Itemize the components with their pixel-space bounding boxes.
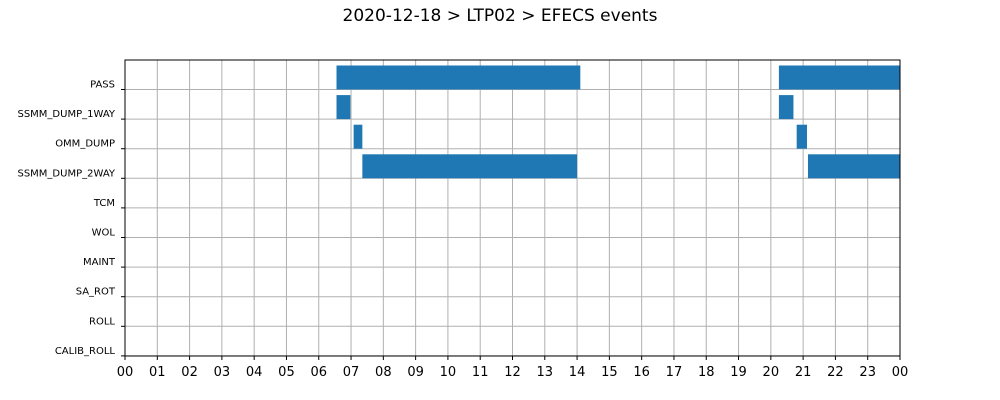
x-tick-label: 21 bbox=[795, 365, 812, 380]
x-tick-label: 09 bbox=[407, 365, 424, 380]
x-tick-label: 14 bbox=[569, 365, 586, 380]
category-label-ssmm-dump-2way: SSMM_DUMP_2WAY bbox=[17, 168, 115, 179]
x-tick-label: 12 bbox=[504, 365, 521, 380]
event-bar-pass bbox=[778, 65, 900, 90]
bars-layer bbox=[336, 65, 900, 179]
x-tick-label: 10 bbox=[440, 365, 457, 380]
category-label-ssmm-dump-1way: SSMM_DUMP_1WAY bbox=[17, 109, 115, 120]
category-label-tcm: TCM bbox=[93, 198, 115, 209]
x-tick-label: 00 bbox=[117, 365, 134, 380]
chart-title: 2020-12-18 > LTP02 > EFECS events bbox=[342, 6, 658, 26]
x-tick-label: 00 bbox=[892, 365, 909, 380]
x-tick-label: 19 bbox=[730, 365, 747, 380]
event-bar-pass bbox=[336, 65, 581, 90]
event-bar-ssmm-dump-2way bbox=[807, 154, 900, 179]
x-tick-label: 08 bbox=[375, 365, 392, 380]
x-tick-label: 22 bbox=[827, 365, 844, 380]
x-tick-label: 17 bbox=[666, 365, 683, 380]
x-tick-label: 20 bbox=[763, 365, 780, 380]
category-label-maint: MAINT bbox=[83, 257, 116, 268]
category-label-calib-roll: CALIB_ROLL bbox=[55, 346, 116, 357]
x-tick-label: 03 bbox=[214, 365, 231, 380]
x-tick-label: 16 bbox=[633, 365, 650, 380]
x-tick-label: 23 bbox=[859, 365, 876, 380]
x-tick-label: 07 bbox=[343, 365, 360, 380]
x-tick-label: 06 bbox=[310, 365, 327, 380]
category-label-sa-rot: SA_ROT bbox=[76, 287, 116, 298]
event-bar-ssmm-dump-2way bbox=[362, 154, 578, 179]
category-label-roll: ROLL bbox=[89, 316, 115, 327]
category-label-wol: WOL bbox=[92, 228, 116, 239]
category-label-pass: PASS bbox=[90, 80, 115, 91]
x-tick-label: 15 bbox=[601, 365, 618, 380]
x-tick-label: 04 bbox=[246, 365, 263, 380]
ticks-layer bbox=[121, 89, 901, 360]
x-tick-label: 01 bbox=[149, 365, 166, 380]
labels-layer: 00 01 02 03 04 05 06 07 08 09 10 11 12 13 14 15 16 17 18 19… bbox=[17, 80, 908, 381]
event-bar-ssmm-dump-1way bbox=[778, 95, 794, 120]
x-tick-label: 13 bbox=[537, 365, 554, 380]
event-bar-omm-dump bbox=[353, 124, 363, 149]
event-bar-ssmm-dump-1way bbox=[336, 95, 351, 120]
x-tick-label: 02 bbox=[181, 365, 198, 380]
category-label-omm-dump: OMM_DUMP bbox=[55, 139, 115, 150]
event-bar-omm-dump bbox=[796, 124, 807, 149]
x-tick-label: 05 bbox=[278, 365, 295, 380]
x-tick-label: 18 bbox=[698, 365, 715, 380]
x-tick-label: 11 bbox=[472, 365, 489, 380]
